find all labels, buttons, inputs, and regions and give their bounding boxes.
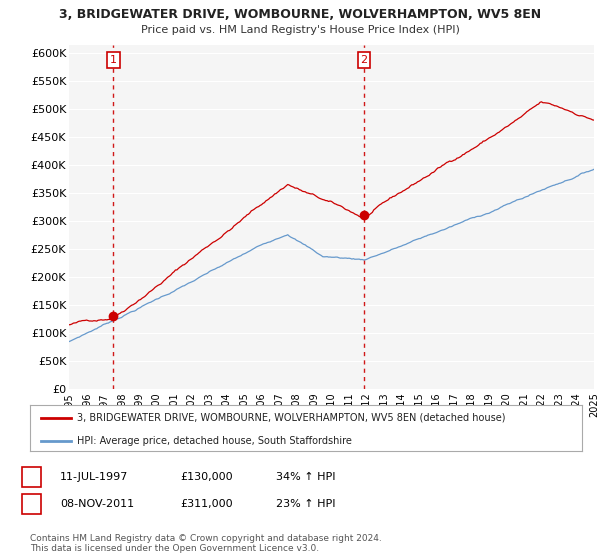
Text: 34% ↑ HPI: 34% ↑ HPI xyxy=(276,472,335,482)
Text: 2: 2 xyxy=(361,55,367,65)
Text: 23% ↑ HPI: 23% ↑ HPI xyxy=(276,499,335,509)
Text: 1: 1 xyxy=(110,55,117,65)
Text: Contains HM Land Registry data © Crown copyright and database right 2024.
This d: Contains HM Land Registry data © Crown c… xyxy=(30,534,382,553)
Text: 3, BRIDGEWATER DRIVE, WOMBOURNE, WOLVERHAMPTON, WV5 8EN (detached house): 3, BRIDGEWATER DRIVE, WOMBOURNE, WOLVERH… xyxy=(77,413,505,423)
Text: Price paid vs. HM Land Registry's House Price Index (HPI): Price paid vs. HM Land Registry's House … xyxy=(140,25,460,35)
Text: 11-JUL-1997: 11-JUL-1997 xyxy=(60,472,128,482)
Text: 2: 2 xyxy=(28,499,35,509)
Text: £130,000: £130,000 xyxy=(180,472,233,482)
Text: £311,000: £311,000 xyxy=(180,499,233,509)
Text: 3, BRIDGEWATER DRIVE, WOMBOURNE, WOLVERHAMPTON, WV5 8EN: 3, BRIDGEWATER DRIVE, WOMBOURNE, WOLVERH… xyxy=(59,8,541,21)
Text: HPI: Average price, detached house, South Staffordshire: HPI: Average price, detached house, Sout… xyxy=(77,436,352,446)
Text: 1: 1 xyxy=(28,472,35,482)
Text: 08-NOV-2011: 08-NOV-2011 xyxy=(60,499,134,509)
